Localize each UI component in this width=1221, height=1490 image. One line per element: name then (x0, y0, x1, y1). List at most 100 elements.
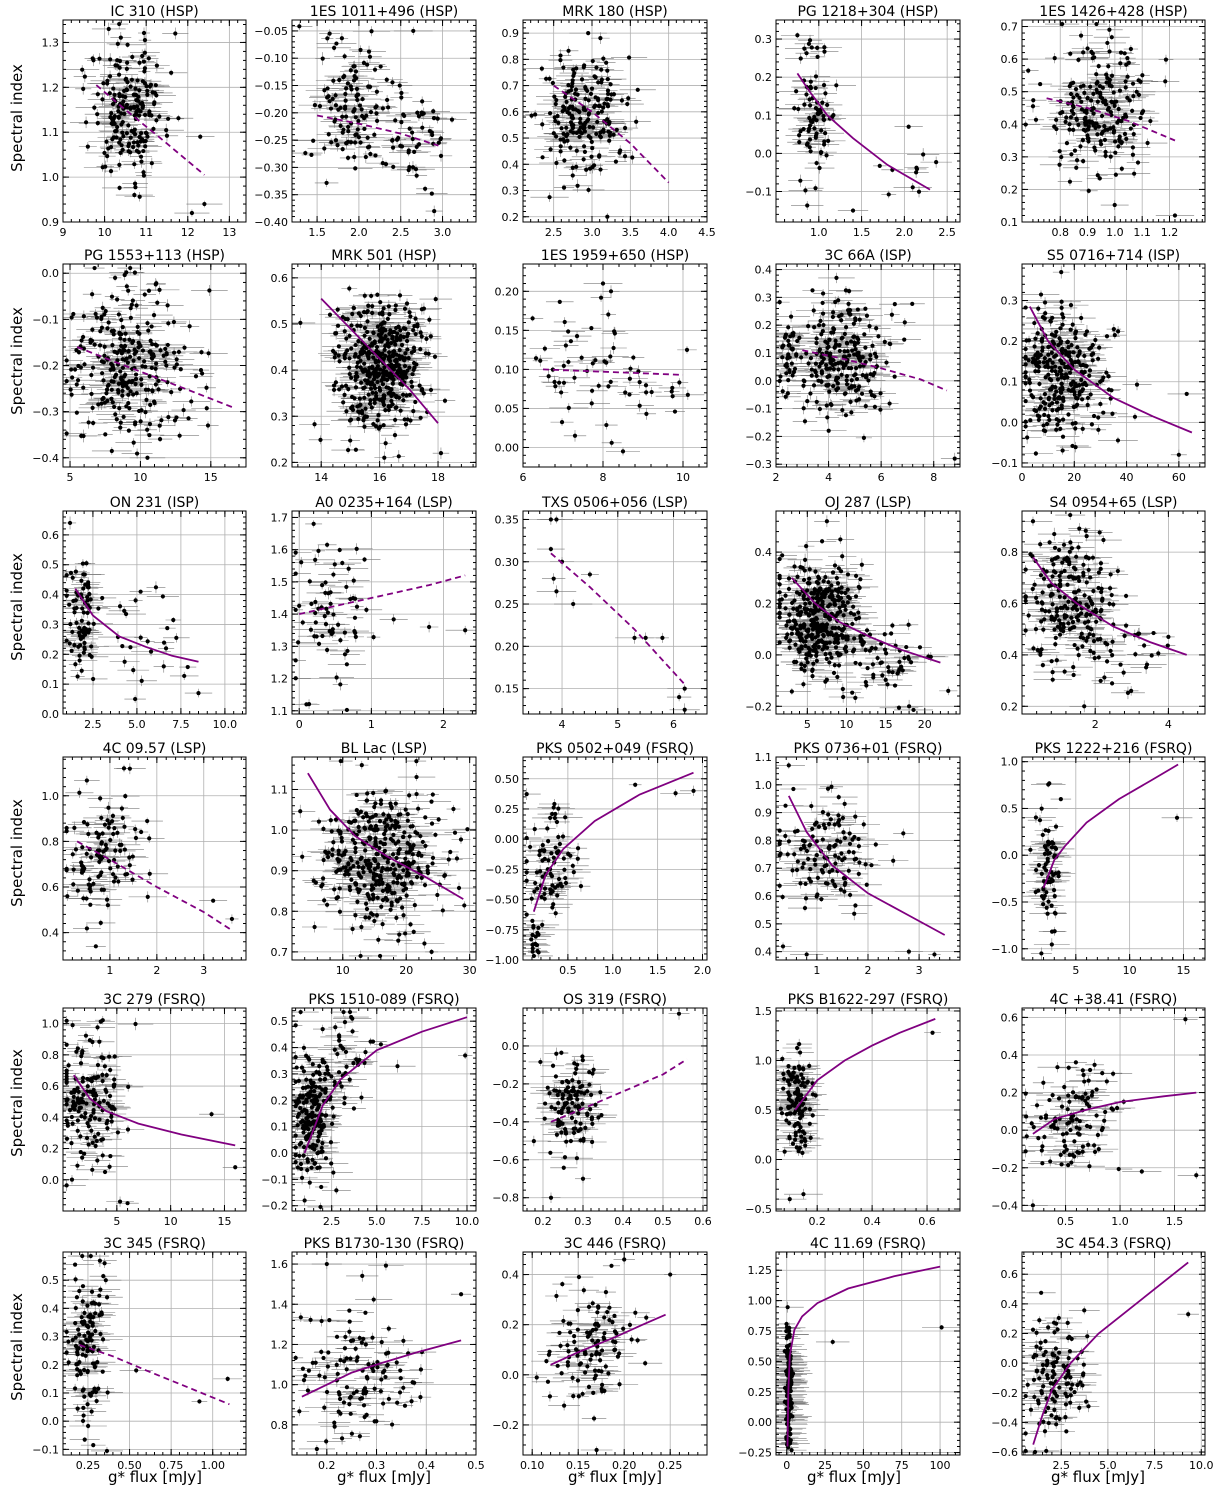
data-point (1108, 109, 1113, 115)
data-point (561, 185, 567, 190)
data-point (149, 365, 154, 370)
data-point (317, 103, 323, 109)
data-point (1064, 141, 1070, 146)
data-point (1094, 72, 1099, 77)
data-point (578, 120, 583, 125)
data-point (1060, 21, 1065, 27)
data-point (127, 354, 133, 359)
data-point (416, 114, 422, 119)
data-point (1077, 95, 1082, 100)
data-point (914, 165, 919, 170)
data-point (396, 135, 401, 141)
panel: 1.0 1.5 2.0 2.5 −0.1 0.0 0.1 0.2 0.3 PG 1218+304 … (745, 4, 961, 239)
data-point (68, 387, 73, 392)
data-point (598, 130, 603, 135)
data-point (934, 160, 939, 165)
x-tick-label: 3.0 (583, 226, 601, 239)
data-point (114, 128, 119, 133)
data-point (139, 382, 144, 387)
data-point (1074, 165, 1079, 170)
x-tick-label: 4.0 (660, 226, 678, 239)
data-point (1145, 140, 1150, 146)
y-tick-label: 0.0 (42, 267, 60, 280)
y-tick-label: −0.25 (254, 134, 288, 147)
data-point (374, 89, 380, 94)
data-point (1033, 117, 1039, 122)
error-bars (778, 32, 952, 213)
panel-title: IC 310 (HSP) (110, 4, 198, 20)
data-point (120, 378, 125, 383)
data-point (1114, 99, 1119, 104)
data-point (1064, 115, 1069, 120)
data-point (337, 77, 342, 83)
data-point (102, 353, 107, 358)
data-point (140, 348, 146, 353)
y-tick-label: −0.3 (32, 406, 59, 419)
data-point (1088, 84, 1093, 89)
data-point (804, 92, 809, 97)
data-point (585, 118, 590, 124)
data-point (599, 67, 604, 72)
data-point (297, 24, 302, 29)
data-point (142, 50, 147, 55)
data-point (112, 275, 118, 280)
data-point (1090, 56, 1095, 61)
data-point (798, 56, 803, 61)
data-point (385, 97, 390, 103)
data-point (1123, 85, 1128, 90)
data-point (416, 142, 422, 147)
data-point (181, 407, 186, 413)
data-point (567, 111, 572, 116)
y-tick-label: 0.7 (1001, 21, 1019, 34)
data-point (144, 397, 149, 402)
data-point (630, 155, 635, 160)
data-point (1068, 51, 1073, 56)
data-point (1131, 93, 1136, 99)
data-point (1052, 56, 1057, 61)
data-point (581, 144, 587, 149)
data-point (1083, 120, 1088, 125)
data-point (116, 72, 122, 77)
data-point (1067, 122, 1072, 127)
data-point (85, 144, 90, 149)
data-point (634, 119, 639, 124)
data-point (100, 371, 105, 376)
data-point (111, 86, 116, 91)
data-point (102, 400, 107, 405)
data-point (801, 126, 806, 132)
data-point (104, 391, 109, 396)
data-point (412, 149, 417, 154)
y-tick-label: 0.4 (1001, 118, 1019, 131)
data-point (106, 26, 111, 32)
data-point (906, 124, 911, 129)
data-point (120, 325, 125, 330)
data-point (116, 109, 121, 114)
data-point (163, 346, 168, 352)
data-point (430, 132, 435, 138)
data-point (344, 140, 349, 146)
data-point (120, 365, 125, 370)
data-point (366, 49, 372, 54)
data-point (593, 75, 598, 80)
data-point (343, 98, 348, 103)
error-bars (1022, 20, 1195, 218)
data-point (163, 359, 168, 364)
data-point (64, 431, 69, 436)
data-point (137, 134, 142, 140)
data-point (577, 134, 582, 140)
data-point (119, 351, 124, 356)
data-point (137, 194, 142, 199)
data-point (204, 385, 209, 390)
data-point (204, 406, 209, 411)
data-point (594, 65, 599, 70)
data-point (93, 311, 98, 317)
data-point (583, 84, 588, 90)
data-point (353, 166, 358, 171)
data-point (390, 145, 396, 150)
data-point (69, 367, 74, 372)
data-point (1071, 95, 1076, 100)
data-point (604, 60, 609, 65)
y-tick-label: −0.4 (32, 452, 59, 465)
data-point (573, 91, 578, 96)
data-point (110, 400, 115, 405)
